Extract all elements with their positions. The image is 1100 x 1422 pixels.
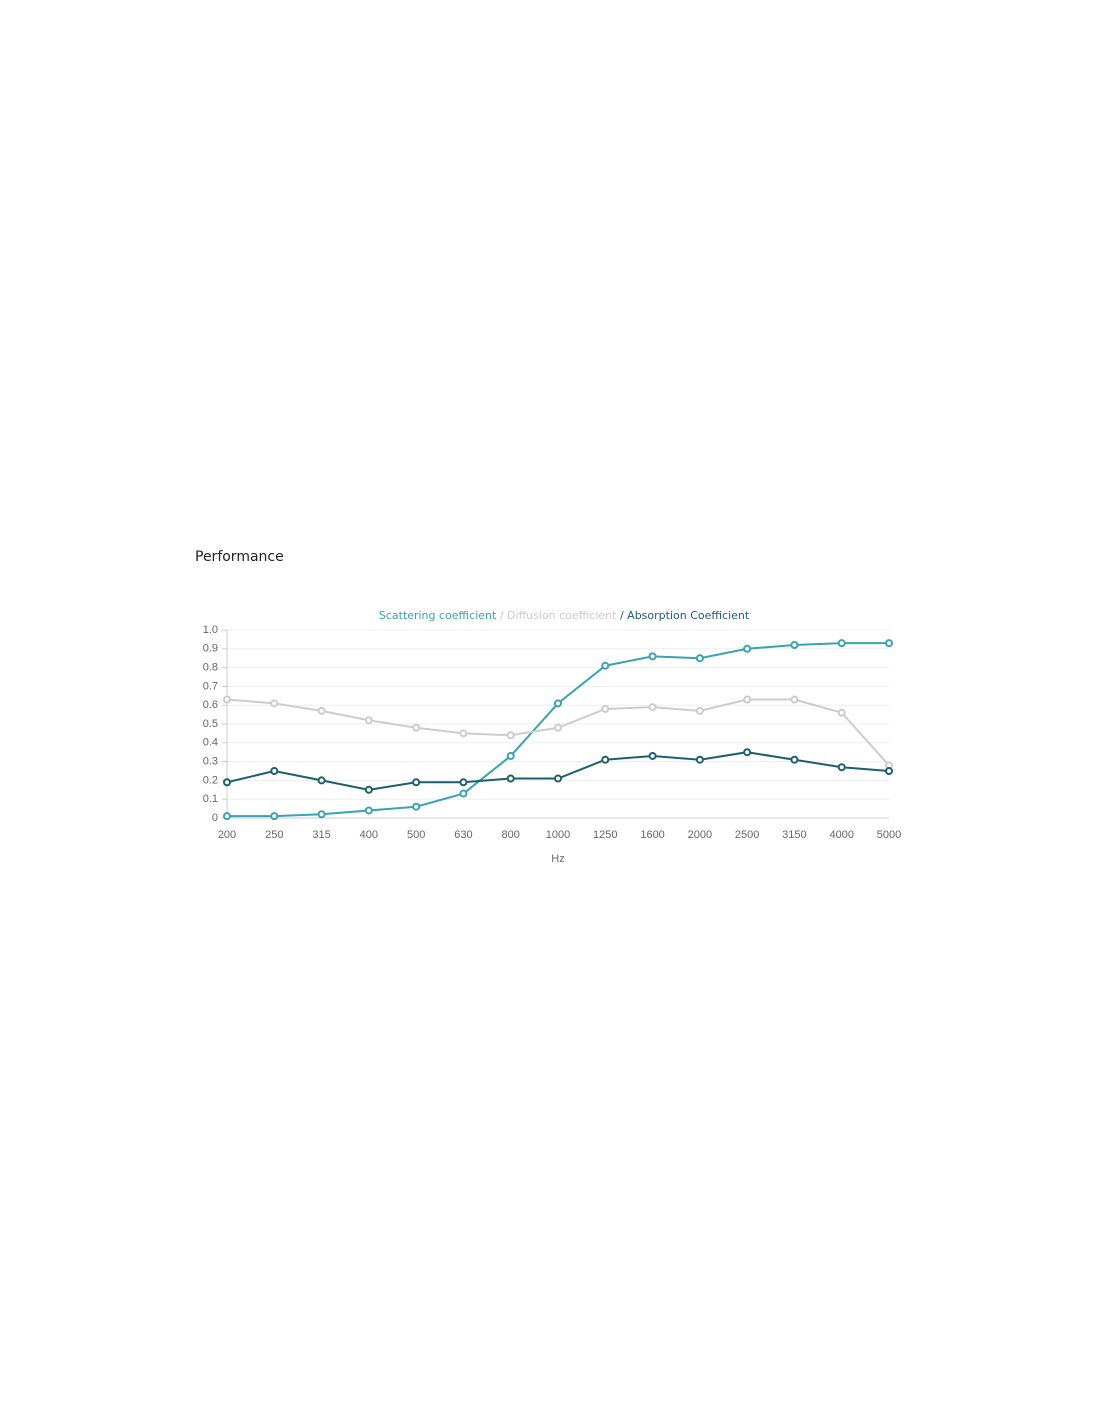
series-line <box>226 698 890 767</box>
x-tick-label: 200 <box>218 829 236 841</box>
data-point <box>837 708 846 717</box>
data-point <box>412 802 421 811</box>
data-point <box>506 731 515 740</box>
y-tick-label: 0.7 <box>203 680 218 692</box>
y-tick-label: 0.6 <box>203 699 218 711</box>
data-point <box>364 806 373 815</box>
legend-entry: Scattering coefficient <box>379 609 497 622</box>
x-tick-label: 1600 <box>640 829 664 841</box>
data-point <box>885 639 893 648</box>
x-tick-label: 800 <box>502 829 520 841</box>
data-point <box>837 763 846 772</box>
data-point <box>885 767 893 775</box>
data-point <box>554 774 562 783</box>
data-point <box>270 812 279 821</box>
x-tick-label: 1000 <box>546 829 570 841</box>
data-point <box>223 812 231 821</box>
y-tick-label: 0.5 <box>203 718 218 730</box>
data-point <box>695 654 704 663</box>
data-point <box>506 774 515 783</box>
data-point <box>648 652 657 661</box>
data-point <box>790 755 799 764</box>
legend-separator: / <box>500 609 504 622</box>
data-point <box>790 695 799 704</box>
data-point <box>601 755 610 764</box>
data-point <box>459 778 468 787</box>
data-point <box>412 778 421 787</box>
data-point <box>412 723 421 732</box>
legend: Scattering coefficient / Diffusion coeff… <box>379 609 750 622</box>
series-line <box>226 751 890 791</box>
data-point <box>506 751 515 760</box>
x-tick-label: 4000 <box>829 829 853 841</box>
y-tick-label: 0.2 <box>203 774 218 786</box>
data-point <box>743 644 752 653</box>
x-tick-label: 2000 <box>688 829 712 841</box>
data-point <box>837 639 846 648</box>
data-point <box>554 699 562 708</box>
y-tick-label: 0 <box>212 812 218 824</box>
x-tick-label: 400 <box>360 829 378 841</box>
data-point <box>459 789 468 798</box>
data-point <box>270 699 279 708</box>
data-point <box>364 716 373 725</box>
data-point <box>601 661 610 670</box>
y-tick-label: 1.0 <box>203 624 218 636</box>
data-point <box>695 706 704 715</box>
x-tick-label: 630 <box>454 829 472 841</box>
legend-separator: / <box>620 609 624 622</box>
heading: Performance <box>195 549 284 565</box>
x-tick-label: 2500 <box>735 829 759 841</box>
x-tick-label: 5000 <box>877 829 901 841</box>
legend-entry: Absorption Coefficient <box>627 609 750 622</box>
y-tick-label: 0.9 <box>203 643 218 655</box>
y-tick-label: 0.3 <box>203 756 218 768</box>
data-point <box>790 641 799 650</box>
data-point <box>695 755 704 764</box>
data-point <box>459 729 468 738</box>
data-point <box>317 810 326 819</box>
x-axis-label: Hz <box>551 853 564 865</box>
data-point <box>317 706 326 715</box>
x-tick-label: 1250 <box>593 829 617 841</box>
data-point <box>554 723 562 732</box>
y-tick-label: 0.1 <box>203 793 218 805</box>
data-point <box>317 776 326 785</box>
data-point <box>743 695 752 704</box>
legend-entry: Diffusion coefficient <box>507 609 617 622</box>
x-tick-label: 250 <box>265 829 283 841</box>
data-point <box>223 778 231 787</box>
data-point <box>270 767 279 775</box>
y-tick-label: 0.8 <box>203 662 218 674</box>
data-point <box>223 695 231 704</box>
data-point <box>648 703 657 712</box>
y-tick-label: 0.4 <box>203 737 218 749</box>
data-point <box>743 748 752 757</box>
data-point <box>601 704 610 713</box>
data-point <box>364 785 373 794</box>
x-tick-label: 3150 <box>782 829 806 841</box>
data-point <box>648 751 657 760</box>
x-tick-label: 315 <box>312 829 330 841</box>
x-tick-label: 500 <box>407 829 425 841</box>
